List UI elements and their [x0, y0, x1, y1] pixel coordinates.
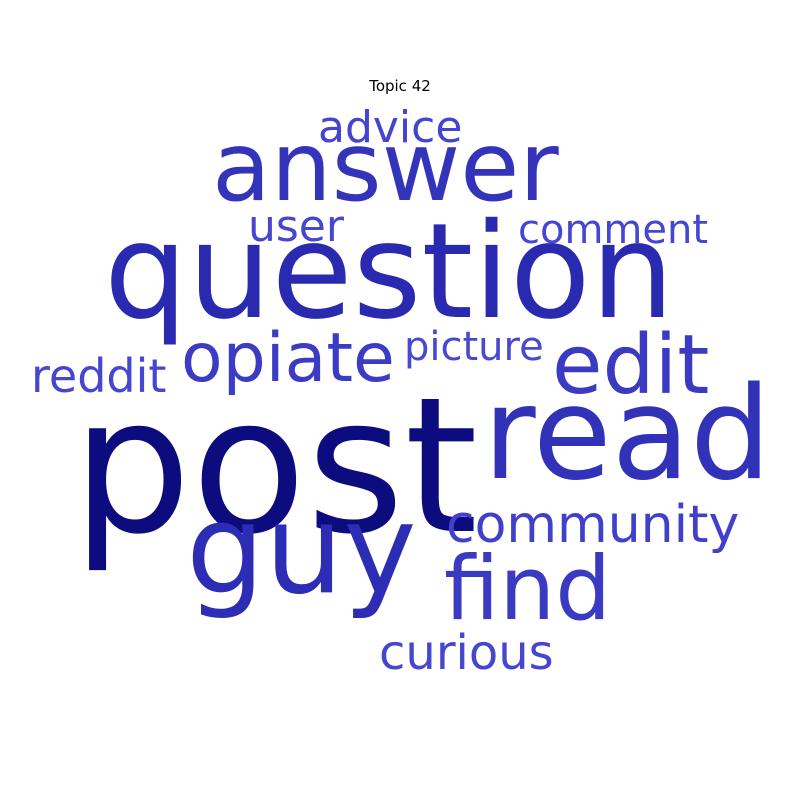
word-read: read [483, 360, 772, 510]
chart-title: Topic 42 [369, 77, 431, 95]
word-guy: guy [186, 477, 417, 622]
word-advice: advice [318, 102, 463, 154]
word-reddit: reddit [31, 348, 167, 403]
word-picture: picture [404, 323, 544, 370]
word-edit: edit [552, 317, 710, 413]
word-opiate: opiate [181, 319, 395, 399]
word-question: question [104, 194, 675, 349]
word-curious: curious [379, 624, 554, 681]
word-post: post [72, 356, 479, 576]
word-find: find [444, 536, 612, 640]
word-answer: answer [212, 110, 559, 223]
word-community: community [446, 495, 740, 556]
word-comment: comment [518, 206, 709, 253]
word-user: user [248, 201, 344, 253]
